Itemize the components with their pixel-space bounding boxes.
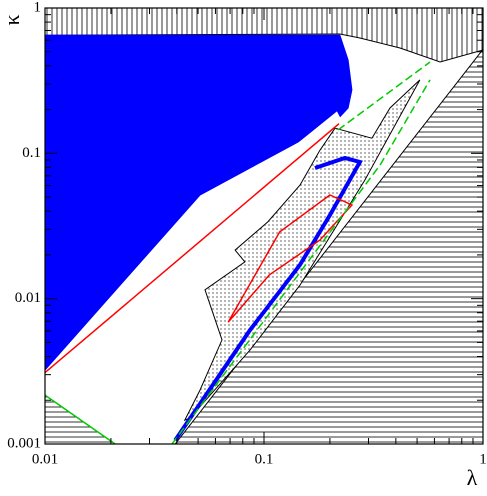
region [45,34,353,371]
region [202,111,343,221]
x-tick-label: 0.01 [32,451,58,467]
curve [171,79,431,444]
y-axis-label: κ [0,14,24,25]
curve [173,155,363,442]
y-tick-label: 0.1 [22,145,41,161]
x-tick-label: 1 [479,451,487,467]
region [183,79,421,422]
y-tick-label: 0.001 [7,435,41,451]
series-group [45,8,483,444]
x-tick-label: 0.1 [255,451,274,467]
curve [227,194,354,323]
curve [337,61,431,131]
y-tick-label: 1 [34,0,42,15]
y-tick-label: 0.01 [15,290,41,306]
x-axis-label: λ [467,465,478,490]
curve [45,123,340,374]
curve [45,394,116,444]
